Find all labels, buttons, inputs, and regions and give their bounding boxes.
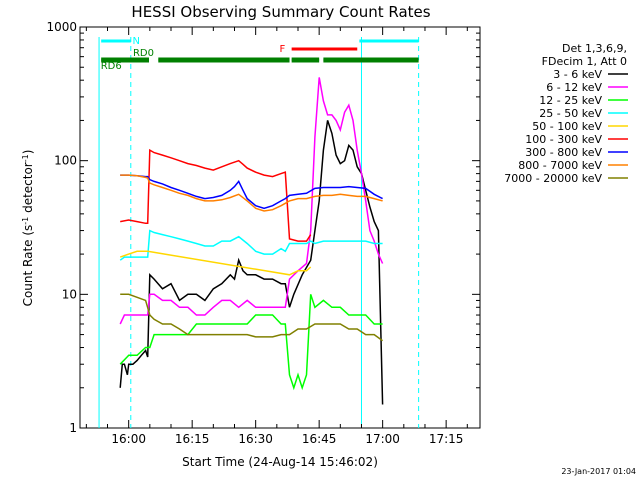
plot-area: N F RD0 RD6	[79, 26, 481, 429]
legend-entry-label: 3 - 6 keV	[553, 68, 602, 81]
legend-entry-label: 800 - 7000 keV	[518, 159, 602, 172]
legend-entry-label: 50 - 100 keV	[532, 120, 602, 133]
legend-entry-label: 25 - 50 keV	[539, 107, 602, 120]
legend-entry-label: 12 - 25 keV	[539, 94, 602, 107]
series-line	[120, 174, 383, 212]
status-bar-label: F	[279, 44, 285, 55]
legend-entry-label: 7000 - 20000 keV	[504, 172, 602, 185]
series-line	[119, 294, 383, 391]
footer-date: 23-Jan-2017 01:04	[561, 467, 636, 476]
status-bar-label: RD0	[133, 48, 154, 59]
series-line	[120, 148, 312, 242]
x-tick-label: 17:15	[429, 432, 464, 446]
legend-entry-label: 300 - 800 keV	[525, 146, 602, 159]
legend-entry-label: 100 - 300 keV	[525, 133, 602, 146]
y-tick-label: 1000	[46, 20, 77, 34]
series-line	[119, 77, 384, 325]
status-bar-label: N	[133, 36, 140, 47]
plot-frame	[79, 26, 481, 429]
legend: Det 1,3,6,9, FDecim 1, Att 0 3 - 6 keV6 …	[504, 42, 628, 185]
y-axis-label: Count Rate (s-1 detector-1)	[21, 150, 36, 307]
y-axis: 1 10 100 1000	[46, 20, 480, 435]
series-line	[120, 293, 384, 342]
chart-title: HESSI Observing Summary Count Rates	[131, 3, 430, 21]
series-line	[119, 120, 384, 405]
series-line	[120, 174, 383, 210]
x-tick-label: 16:15	[175, 432, 210, 446]
legend-header-line-2: FDecim 1, Att 0	[542, 55, 627, 68]
x-axis: 16:00 16:15 16:30 16:45 17:00 17:15	[85, 27, 468, 446]
y-tick-label: 1	[69, 421, 77, 435]
x-axis-label: Start Time (24-Aug-14 15:46:02)	[182, 455, 378, 469]
legend-header-line-1: Det 1,3,6,9,	[562, 42, 627, 55]
y-tick-label: 100	[54, 154, 77, 168]
x-tick-label: 17:00	[365, 432, 400, 446]
status-bar-label: RD6	[101, 61, 122, 72]
x-tick-label: 16:00	[111, 432, 146, 446]
y-tick-label: 10	[62, 287, 77, 301]
x-tick-label: 16:45	[302, 432, 337, 446]
series-line	[119, 250, 312, 276]
legend-entry-label: 6 - 12 keV	[546, 81, 602, 94]
series-line	[119, 229, 383, 261]
x-tick-label: 16:30	[238, 432, 273, 446]
